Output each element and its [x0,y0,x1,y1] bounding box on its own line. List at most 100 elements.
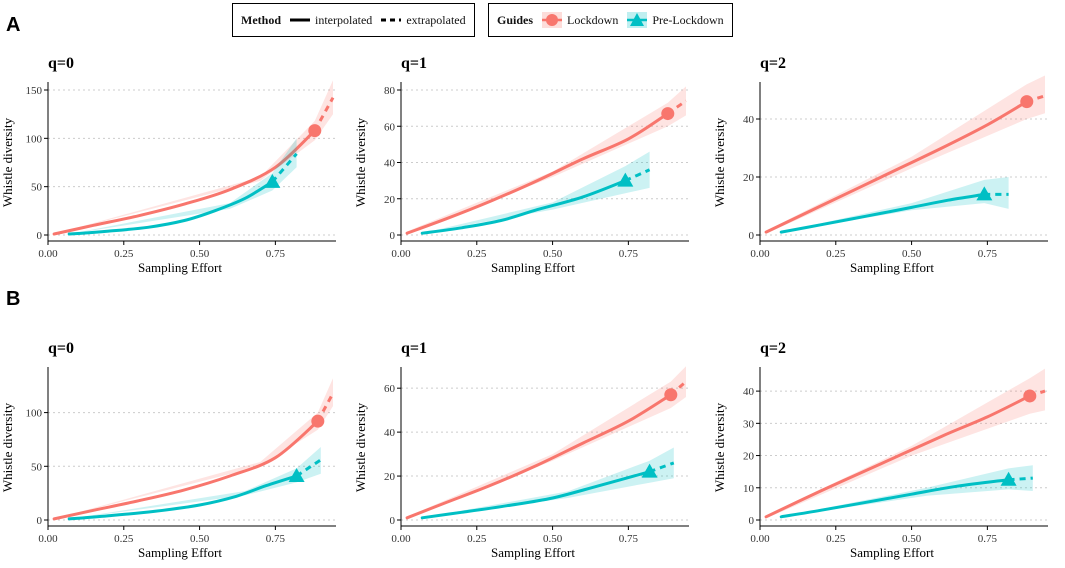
prelockdown-confidence-band [781,177,1009,233]
x-tick-label: 0.25 [467,533,487,545]
x-tick-label: 0.50 [190,248,210,260]
legend-item-lockdown: Lockdown [541,10,618,30]
triangle-marker-icon [627,12,648,28]
x-tick-label: 0.00 [391,248,411,260]
y-tick-label: 40 [384,158,396,170]
lockdown-interpolated-line [405,393,673,520]
prelockdown-interpolated-line [779,478,1011,519]
chart-panel-a-q1: q=1 0 20 40 60 80 0.00 0.25 0.50 0.75 Sampling Eff… [353,55,689,275]
x-tick-label: 0.00 [750,533,770,545]
y-tick-label: 100 [26,408,43,420]
x-tick-label: 0.50 [902,533,922,545]
lockdown-reference-point [1020,95,1034,109]
x-tick-label: 0.25 [114,533,134,545]
lockdown-interpolated-line [52,129,317,236]
x-tick-label: 0.00 [38,533,58,545]
y-tick-label: 20 [384,194,396,206]
x-tick-label: 0.50 [543,533,563,545]
x-tick-label: 0.25 [826,248,846,260]
lockdown-reference-point [661,107,675,121]
panel-label-a: A [6,14,21,36]
y-tick-label: 20 [743,451,755,463]
circle-marker-icon [542,12,563,28]
lockdown-confidence-band [54,378,333,519]
x-tick-label: 0.75 [266,533,286,545]
x-axis-label: Sampling Effort [491,545,575,560]
prelockdown-reference-point [617,172,634,187]
x-tick-label: 0.75 [266,248,286,260]
x-axis-label: Sampling Effort [138,545,222,560]
dashed-line-icon [381,18,402,22]
y-tick-label: 10 [743,483,755,495]
y-tick-label: 0 [37,515,43,527]
legend-item-interpolated: interpolated [289,13,372,28]
y-tick-label: 0 [390,515,396,527]
method-legend: Method interpolated extrapolated [232,3,475,37]
prelockdown-confidence-band [69,138,297,234]
prelockdown-interpolated-line [420,470,652,520]
y-tick-label: 0 [749,230,755,242]
chart-panel-a-q0: q=0 0 50 100 150 0.00 0.25 0.50 0.75 Sampling Eff… [0,55,336,275]
legend-label-prelockdown: Pre-Lockdown [652,12,724,27]
y-axis-label: Whistle diversity [353,117,368,207]
y-axis-label: Whistle diversity [353,402,368,492]
guides-legend-title: Guides [497,12,534,27]
y-tick-label: 60 [384,121,396,133]
lockdown-reference-point [311,414,325,428]
lockdown-interpolated-line [764,394,1032,519]
y-tick-label: 0 [749,515,755,527]
chart-title: q=1 [401,55,427,72]
x-tick-label: 0.00 [391,533,411,545]
x-tick-label: 0.50 [902,248,922,260]
chart-title: q=2 [760,340,786,357]
x-axis-label: Sampling Effort [138,260,222,275]
y-axis-label: Whistle diversity [712,117,727,207]
y-tick-label: 80 [384,85,396,97]
y-axis-label: Whistle diversity [0,117,15,207]
prelockdown-interpolated-line [67,180,274,236]
chart-title: q=0 [48,55,74,72]
prelockdown-reference-point [1000,471,1017,486]
x-tick-label: 0.25 [467,248,487,260]
chart-panel-a-q2: q=2 0 20 40 0.00 0.25 0.50 0.75 Sampling Effort W… [712,55,1048,275]
y-tick-label: 20 [743,172,755,184]
chart-title: q=1 [401,340,427,357]
chart-title: q=0 [48,340,74,357]
prelockdown-reference-point [976,186,993,201]
y-tick-label: 100 [26,133,43,145]
chart-panel-b-q1: q=1 0 20 40 60 0.00 0.25 0.50 0.75 Sampling Effor… [353,340,689,560]
prelockdown-confidence-band [422,447,674,518]
y-tick-label: 40 [743,114,755,126]
x-tick-label: 0.75 [619,533,639,545]
lockdown-interpolated-line [52,419,320,521]
panel-label-b: B [6,288,21,310]
x-tick-label: 0.75 [619,248,639,260]
y-tick-label: 0 [390,230,396,242]
x-axis-label: Sampling Effort [491,260,575,275]
lockdown-interpolated-line [764,100,1029,234]
chart-panel-b-q2: q=2 0 10 20 30 40 0.00 0.25 0.50 0.75 Sampling Eff… [712,340,1048,560]
y-tick-label: 50 [31,182,43,194]
legend-item-prelockdown: Pre-Lockdown [626,10,724,30]
x-axis-label: Sampling Effort [850,545,934,560]
lockdown-interpolated-line [405,112,670,235]
prelockdown-reference-point [264,173,281,188]
chart-title: q=2 [760,55,786,72]
prelockdown-confidence-band [781,465,1033,517]
lockdown-reference-point [308,124,322,138]
x-tick-label: 0.50 [190,533,210,545]
legend-item-extrapolated: extrapolated [380,13,466,28]
x-tick-label: 0.25 [826,533,846,545]
x-tick-label: 0.50 [543,248,563,260]
prelockdown-interpolated-line [67,474,299,521]
prelockdown-confidence-band [422,151,650,234]
x-axis-label: Sampling Effort [850,260,934,275]
y-tick-label: 20 [384,471,396,483]
y-tick-label: 50 [31,461,43,473]
legend-label-interpolated: interpolated [315,12,373,27]
guides-legend: Guides Lockdown Pre-Lockdown [488,3,733,37]
x-tick-label: 0.75 [978,533,998,545]
y-tick-label: 40 [384,427,396,439]
solid-line-icon [290,18,310,22]
